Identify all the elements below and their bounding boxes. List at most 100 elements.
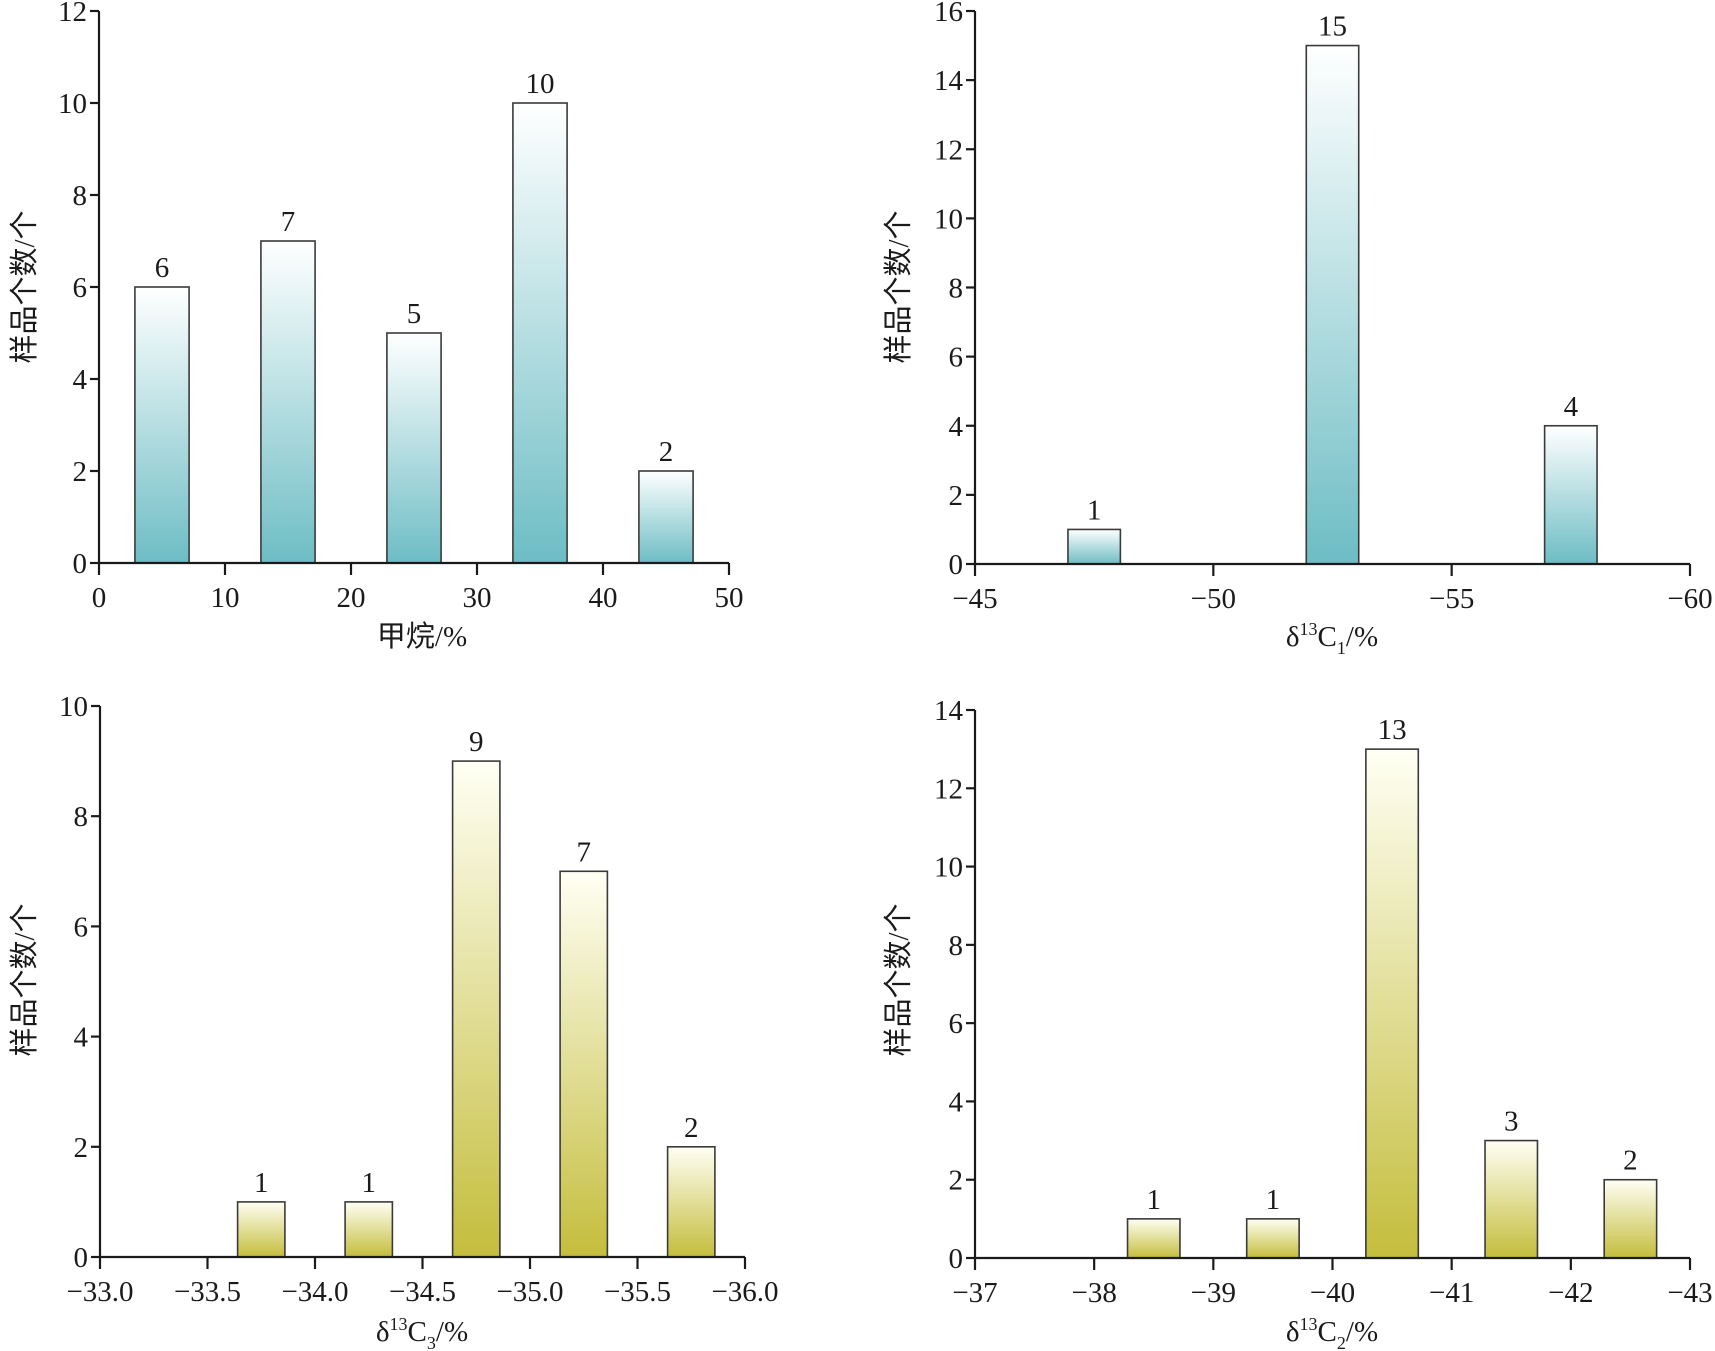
y-tick-label: 0 xyxy=(949,1243,964,1275)
y-tick-label: 10 xyxy=(59,691,88,723)
x-axis-title: δ13C1/% xyxy=(1286,619,1378,658)
bar-value-label: 7 xyxy=(281,206,296,238)
y-tick-label: 2 xyxy=(949,480,964,512)
y-tick-label: 12 xyxy=(934,134,963,166)
bar-value-label: 15 xyxy=(1318,11,1347,43)
bar xyxy=(666,1146,716,1258)
x-tick-label: −60 xyxy=(1667,583,1712,615)
y-tick-label: 12 xyxy=(934,773,963,805)
y-tick-label: 8 xyxy=(74,801,89,833)
bar xyxy=(1126,1218,1181,1259)
y-tick-label: 6 xyxy=(949,342,964,374)
x-tick-label: 50 xyxy=(715,582,744,614)
y-tick-label: 0 xyxy=(74,1242,89,1274)
x-tick-label: −34.0 xyxy=(281,1276,348,1308)
bar-value-label: 3 xyxy=(1504,1106,1519,1138)
x-tick-label: −43 xyxy=(1667,1277,1712,1309)
bar xyxy=(1603,1178,1658,1259)
bar xyxy=(1543,424,1598,565)
carbon-symbol: C xyxy=(408,1316,427,1348)
delta-symbol: δ xyxy=(376,1316,390,1348)
bar-value-label: 5 xyxy=(407,298,422,330)
y-axis-title: 样品个数/个 xyxy=(882,210,915,363)
bar xyxy=(451,760,501,1258)
bar-value-label: 1 xyxy=(1266,1184,1281,1216)
x-tick-label: 10 xyxy=(211,582,240,614)
x-tick-label: −35.0 xyxy=(496,1276,563,1308)
y-tick-label: 6 xyxy=(949,1008,964,1040)
bar-value-label: 2 xyxy=(659,436,674,468)
delta-symbol: δ xyxy=(1286,1316,1300,1348)
bar xyxy=(1484,1139,1539,1259)
bar-value-label: 9 xyxy=(469,726,484,758)
y-axis-title: 样品个数/个 xyxy=(8,903,41,1056)
x-tick-label: −39 xyxy=(1191,1277,1236,1309)
unit: /% xyxy=(1346,1316,1378,1348)
x-tick-label: −55 xyxy=(1429,583,1474,615)
bar xyxy=(512,102,568,564)
bar-value-label: 2 xyxy=(1623,1145,1638,1177)
x-tick-label: −38 xyxy=(1071,1277,1116,1309)
y-tick-label: 0 xyxy=(73,548,88,580)
x-tick-label: 0 xyxy=(92,582,107,614)
y-tick-label: 8 xyxy=(949,930,964,962)
bar-value-label: 13 xyxy=(1378,714,1407,746)
y-tick-label: 8 xyxy=(73,180,88,212)
bar xyxy=(386,332,442,564)
superscript: 13 xyxy=(1300,1314,1318,1334)
bar-value-label: 1 xyxy=(1087,494,1102,526)
y-tick-label: 10 xyxy=(934,852,963,884)
y-axis-title: 样品个数/个 xyxy=(8,210,41,363)
y-tick-label: 16 xyxy=(934,0,963,28)
bar xyxy=(236,1201,286,1258)
y-tick-label: 0 xyxy=(949,549,964,581)
subscript: 2 xyxy=(1337,1333,1346,1351)
bar xyxy=(638,470,694,564)
bar-value-label: 10 xyxy=(526,68,555,100)
y-tick-label: 10 xyxy=(58,88,87,120)
x-tick-label: −36.0 xyxy=(711,1276,778,1308)
superscript: 13 xyxy=(390,1314,408,1334)
y-tick-label: 6 xyxy=(73,272,88,304)
x-tick-label: −50 xyxy=(1191,583,1236,615)
y-tick-label: 2 xyxy=(949,1165,964,1197)
unit: /% xyxy=(436,1316,468,1348)
x-tick-label: −37 xyxy=(952,1277,997,1309)
y-tick-label: 4 xyxy=(74,1022,89,1054)
y-tick-label: 10 xyxy=(934,203,963,235)
bar-value-label: 1 xyxy=(362,1167,377,1199)
bar xyxy=(1245,1218,1300,1259)
y-tick-label: 8 xyxy=(949,273,964,305)
unit: /% xyxy=(1346,621,1378,653)
y-tick-label: 4 xyxy=(73,364,88,396)
x-tick-label: 30 xyxy=(463,582,492,614)
carbon-symbol: C xyxy=(1318,621,1337,653)
x-tick-label: −40 xyxy=(1310,1277,1355,1309)
y-tick-label: 12 xyxy=(58,0,87,28)
delta-symbol: δ xyxy=(1286,621,1300,653)
bar-value-label: 4 xyxy=(1564,391,1579,423)
x-tick-label: −41 xyxy=(1429,1277,1474,1309)
y-tick-label: 4 xyxy=(949,411,964,443)
y-tick-label: 2 xyxy=(74,1132,89,1164)
superscript: 13 xyxy=(1300,619,1318,639)
y-tick-label: 14 xyxy=(934,65,964,97)
y-axis-title: 样品个数/个 xyxy=(882,903,915,1056)
x-axis-title: 甲烷/% xyxy=(377,620,467,653)
x-axis-title: δ13C2/% xyxy=(1286,1314,1378,1351)
bar-value-label: 6 xyxy=(155,252,170,284)
bar-value-label: 7 xyxy=(577,836,592,868)
y-tick-label: 6 xyxy=(74,911,89,943)
subscript: 3 xyxy=(427,1333,436,1351)
bar xyxy=(344,1201,394,1258)
y-tick-label: 4 xyxy=(949,1086,964,1118)
x-tick-label: −42 xyxy=(1548,1277,1593,1309)
carbon-symbol: C xyxy=(1318,1316,1337,1348)
bar xyxy=(134,286,190,564)
bar xyxy=(1365,748,1420,1259)
